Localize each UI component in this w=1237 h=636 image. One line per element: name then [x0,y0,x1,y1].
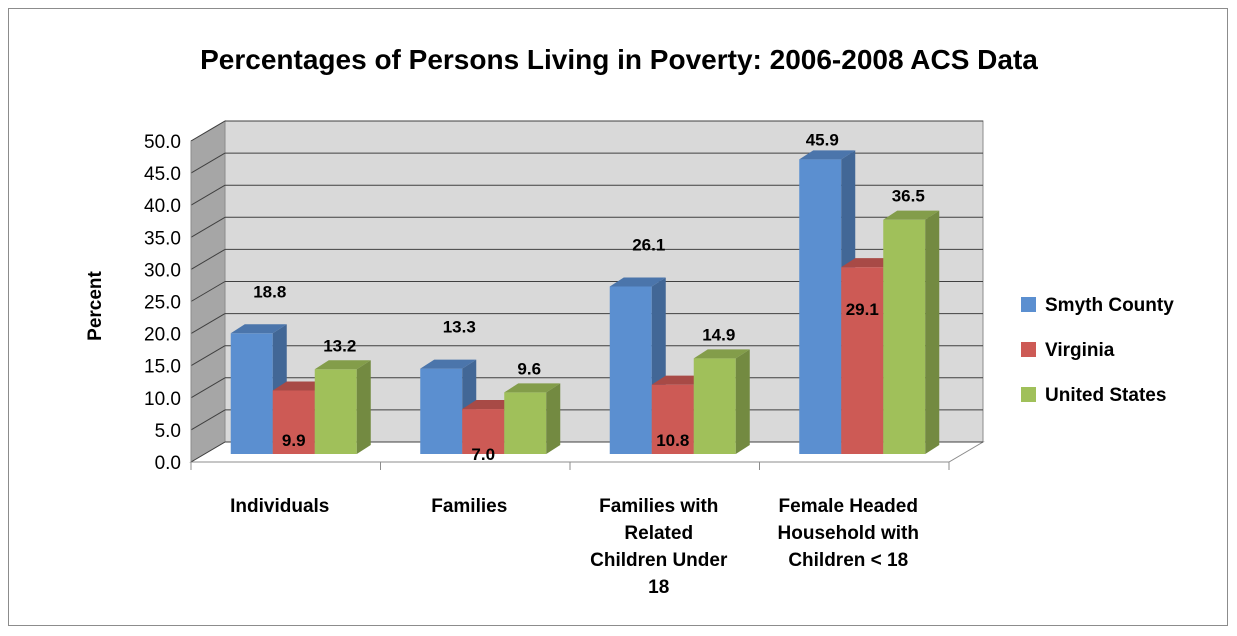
bar-top [883,210,940,220]
bar-front [609,286,652,454]
y-tick-label: 45.0 [144,164,181,185]
y-axis-ticks: 0.0 5.0 10.0 15.0 20.0 25.0 30.0 35.0 40.0 45.0 50… [144,132,181,474]
y-tick-label: 35.0 [144,228,181,249]
bar-front [799,159,842,454]
bar-front [841,267,884,454]
data-label: 9.6 [517,359,541,378]
y-tick-label: 20.0 [144,325,181,346]
data-label: 9.9 [282,431,306,450]
data-label: 29.1 [846,300,879,319]
chart-title: Percentages of Persons Living in Poverty… [200,44,1038,75]
data-label: 13.3 [443,318,476,337]
data-label: 36.5 [892,187,925,206]
bar-top [230,324,287,334]
bar-top [693,349,750,359]
bar-front [272,390,315,454]
data-label: 45.9 [806,130,839,149]
gridline-side [190,184,226,206]
category-label: Individuals [230,496,329,517]
data-label: 18.8 [253,282,286,301]
data-label: 26.1 [632,235,665,254]
gridline-side [190,377,226,399]
category-label: Families [431,496,507,517]
bar-side [546,383,561,454]
chart-svg: Percentages of Persons Living in Poverty… [85,44,1174,598]
y-tick-label: 50.0 [144,132,181,153]
y-tick-label: 15.0 [144,357,181,378]
y-tick-label: 5.0 [155,421,181,442]
data-label: 7.0 [471,445,495,464]
bar-front [883,219,926,454]
bar-front [314,369,357,454]
y-tick-label: 30.0 [144,260,181,281]
bar-top [314,360,371,370]
y-tick-label: 0.0 [155,453,181,474]
bar-front [462,409,505,454]
category-label: Families with [599,496,718,517]
bar-side [356,360,371,454]
category-label: Children Under [590,550,728,571]
gridline-side [190,152,226,174]
legend-swatch [1021,297,1036,312]
gridline-side [190,281,226,302]
y-axis-label: Percent [85,270,106,340]
category-label: 18 [648,577,669,598]
category-label: Female Headed [779,496,918,517]
bar-front [651,384,694,454]
bar-front [420,368,463,454]
gridline-side [190,441,226,463]
chart-frame: Percentages of Persons Living in Poverty… [8,8,1228,626]
legend-swatch [1021,387,1036,402]
bars [230,150,940,454]
bar-top [420,359,477,369]
gridline-side [190,216,226,238]
legend-label: United States [1045,385,1166,406]
bar-side [735,349,750,454]
bar-front [693,358,736,454]
gridline-side [190,120,226,142]
y-tick-label: 25.0 [144,293,181,314]
bar-side [925,210,940,454]
data-label: 14.9 [702,325,735,344]
bar-front [230,333,273,454]
bar [693,349,750,454]
legend-swatch [1021,342,1036,357]
bar-top [504,383,561,393]
data-label: 13.2 [323,336,356,355]
gridline-side [190,248,226,270]
bar-front [504,392,547,454]
legend-label: Virginia [1045,340,1115,361]
y-tick-label: 40.0 [144,196,181,217]
bar-top [609,277,666,287]
y-tick-label: 10.0 [144,389,181,410]
legend-label: Smyth County [1045,295,1174,316]
data-label: 10.8 [656,431,689,450]
legend: Smyth County Virginia United States [1021,295,1174,406]
bar [504,383,561,454]
bar [883,210,940,454]
category-label: Household with [778,523,919,544]
gridline-side [190,409,226,431]
category-labels: Individuals Families Families with Related C… [230,496,919,598]
gridline-side [190,313,226,335]
bar-top [799,150,856,160]
data-labels: 18.8 9.9 13.2 13.3 7.0 9.6 26.1 10.8 14.9 45.9 29.… [253,130,925,464]
category-label: Children < 18 [788,550,908,571]
gridline-side [190,345,226,367]
category-label: Related [624,523,693,544]
bar [314,360,371,454]
